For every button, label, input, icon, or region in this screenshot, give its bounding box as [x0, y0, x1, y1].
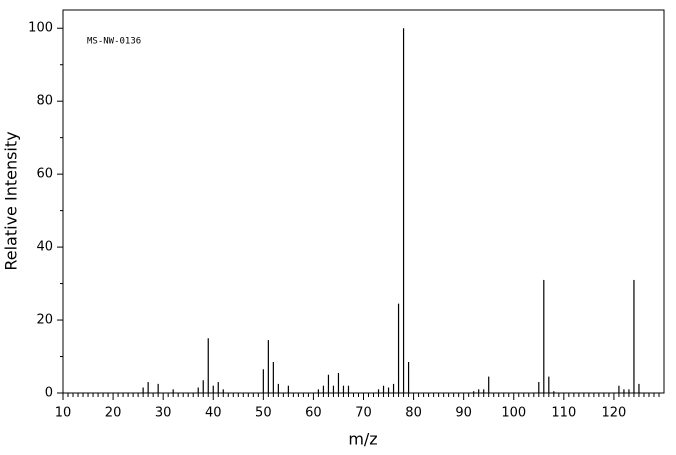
plot-frame	[62, 9, 665, 394]
x-tick-label: 40	[205, 406, 222, 421]
x-tick-label: 20	[105, 406, 122, 421]
x-tick-label: 30	[155, 406, 172, 421]
y-tick-label: 100	[28, 21, 53, 36]
annotation: MS-NW-0136	[87, 37, 141, 47]
x-tick-label: 10	[55, 406, 72, 421]
x-tick-label: 80	[405, 406, 422, 421]
x-tick-label: 60	[305, 406, 322, 421]
y-axis-title: Relative Intensity	[2, 131, 21, 270]
x-axis-title: m/z	[348, 430, 377, 449]
y-tick-label: 40	[36, 240, 53, 255]
y-tick-label: 60	[36, 167, 53, 182]
y-tick-label: 80	[36, 94, 53, 109]
x-tick-label: 110	[551, 406, 576, 421]
x-tick-label: 70	[355, 406, 372, 421]
y-tick-label: 20	[36, 313, 53, 328]
x-tick-label: 100	[501, 406, 526, 421]
x-tick-label: 90	[455, 406, 472, 421]
x-tick-label: 120	[602, 406, 627, 421]
y-tick-label: 0	[45, 386, 53, 401]
x-tick-label: 50	[255, 406, 272, 421]
